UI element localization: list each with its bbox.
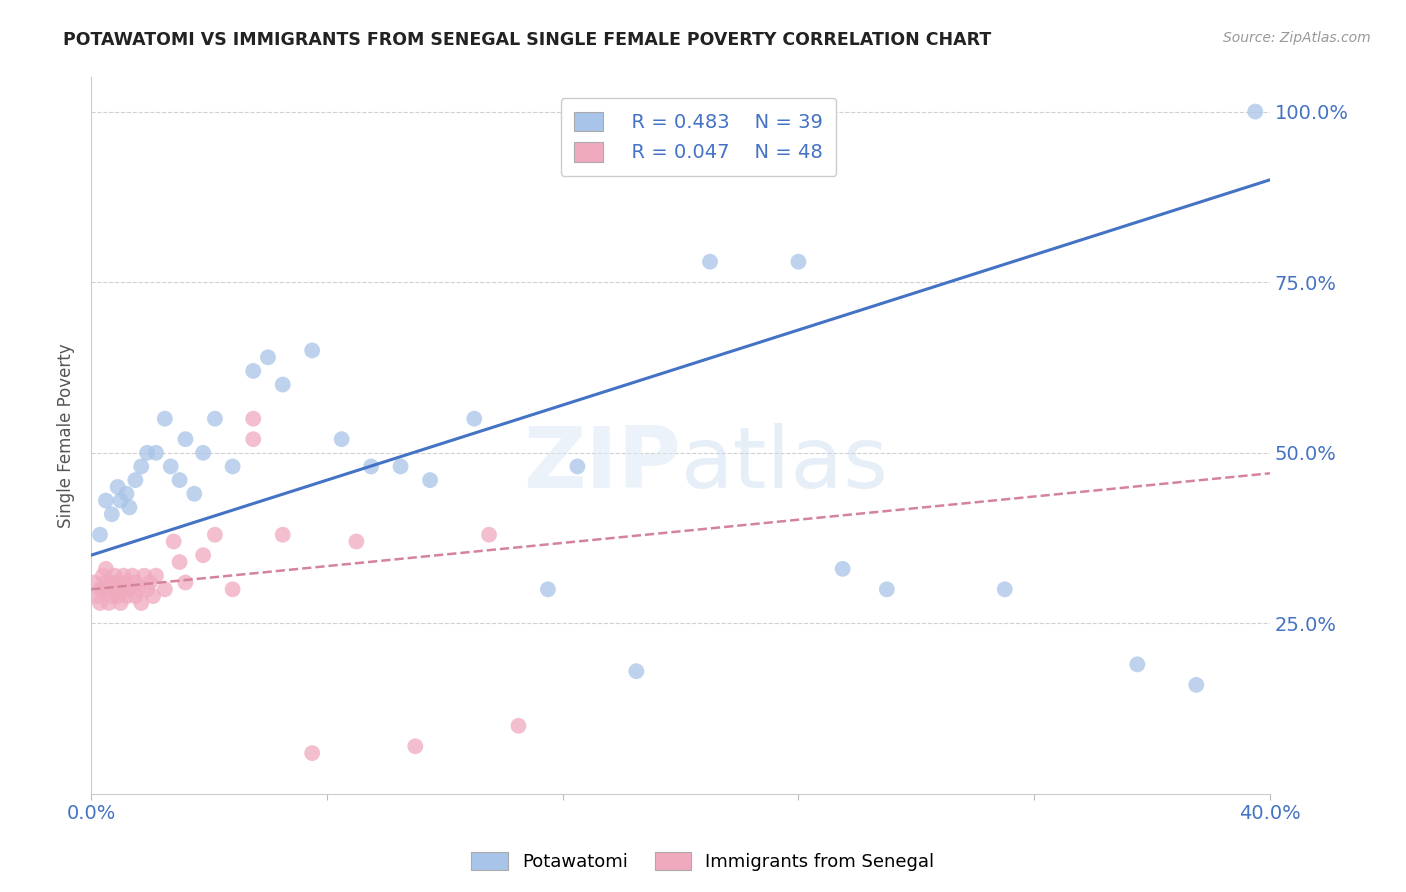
Point xyxy=(110,596,132,610)
Point xyxy=(994,582,1017,597)
Point xyxy=(124,589,146,603)
Text: POTAWATOMI VS IMMIGRANTS FROM SENEGAL SINGLE FEMALE POVERTY CORRELATION CHART: POTAWATOMI VS IMMIGRANTS FROM SENEGAL SI… xyxy=(63,31,991,49)
Point xyxy=(110,582,132,597)
Point xyxy=(115,487,138,501)
Point xyxy=(204,411,226,425)
Point xyxy=(257,351,280,365)
Point xyxy=(271,377,294,392)
Point xyxy=(107,589,129,603)
Point xyxy=(330,432,353,446)
Point xyxy=(115,589,138,603)
Point xyxy=(537,582,560,597)
Point xyxy=(134,568,156,582)
Point xyxy=(89,527,111,541)
Point xyxy=(242,364,264,378)
Point xyxy=(831,562,853,576)
Point xyxy=(142,589,165,603)
Point xyxy=(699,254,721,268)
Text: Source: ZipAtlas.com: Source: ZipAtlas.com xyxy=(1223,31,1371,45)
Point xyxy=(145,446,167,460)
Point xyxy=(107,480,129,494)
Point xyxy=(360,459,382,474)
Point xyxy=(242,432,264,446)
Point xyxy=(101,508,124,522)
Point xyxy=(129,596,152,610)
Point xyxy=(301,746,323,760)
Point xyxy=(89,582,111,597)
Point xyxy=(153,582,176,597)
Point xyxy=(567,459,589,474)
Point xyxy=(242,411,264,425)
Point xyxy=(204,527,226,541)
Point xyxy=(110,493,132,508)
Point xyxy=(1126,657,1149,672)
Point xyxy=(163,534,186,549)
Point xyxy=(91,582,114,597)
Point xyxy=(127,582,149,597)
Point xyxy=(112,582,135,597)
Point xyxy=(191,548,214,562)
Point xyxy=(159,459,181,474)
Point xyxy=(101,575,124,590)
Point xyxy=(112,568,135,582)
Point xyxy=(344,534,367,549)
Point xyxy=(121,568,143,582)
Point xyxy=(221,459,243,474)
Point xyxy=(174,575,197,590)
Point xyxy=(129,459,152,474)
Point xyxy=(508,719,530,733)
Point xyxy=(463,411,485,425)
Point xyxy=(83,575,105,590)
Point xyxy=(404,739,426,754)
Point xyxy=(86,589,108,603)
Point xyxy=(183,487,205,501)
Point xyxy=(169,473,191,487)
Point xyxy=(787,254,810,268)
Point xyxy=(1185,678,1208,692)
Point xyxy=(97,582,120,597)
Point xyxy=(136,582,159,597)
Point xyxy=(89,596,111,610)
Point xyxy=(94,575,117,590)
Point xyxy=(104,568,127,582)
Point xyxy=(115,575,138,590)
Y-axis label: Single Female Poverty: Single Female Poverty xyxy=(58,343,75,528)
Point xyxy=(118,582,141,597)
Point xyxy=(389,459,412,474)
Point xyxy=(94,562,117,576)
Point xyxy=(139,575,162,590)
Point xyxy=(191,446,214,460)
Point xyxy=(91,568,114,582)
Point xyxy=(1244,104,1267,119)
Point xyxy=(221,582,243,597)
Point xyxy=(97,596,120,610)
Point xyxy=(174,432,197,446)
Point xyxy=(419,473,441,487)
Point xyxy=(478,527,501,541)
Point xyxy=(104,582,127,597)
Legend:   R = 0.483    N = 39,   R = 0.047    N = 48: R = 0.483 N = 39, R = 0.047 N = 48 xyxy=(561,98,837,176)
Point xyxy=(626,664,648,678)
Point xyxy=(876,582,898,597)
Point xyxy=(153,411,176,425)
Point xyxy=(271,527,294,541)
Point xyxy=(124,473,146,487)
Point xyxy=(136,446,159,460)
Point xyxy=(118,500,141,515)
Point xyxy=(101,589,124,603)
Point xyxy=(107,575,129,590)
Point xyxy=(145,568,167,582)
Point xyxy=(94,493,117,508)
Legend: Potawatomi, Immigrants from Senegal: Potawatomi, Immigrants from Senegal xyxy=(464,845,942,879)
Text: ZIP: ZIP xyxy=(523,423,681,506)
Point xyxy=(169,555,191,569)
Text: atlas: atlas xyxy=(681,423,889,506)
Point xyxy=(124,575,146,590)
Point xyxy=(301,343,323,358)
